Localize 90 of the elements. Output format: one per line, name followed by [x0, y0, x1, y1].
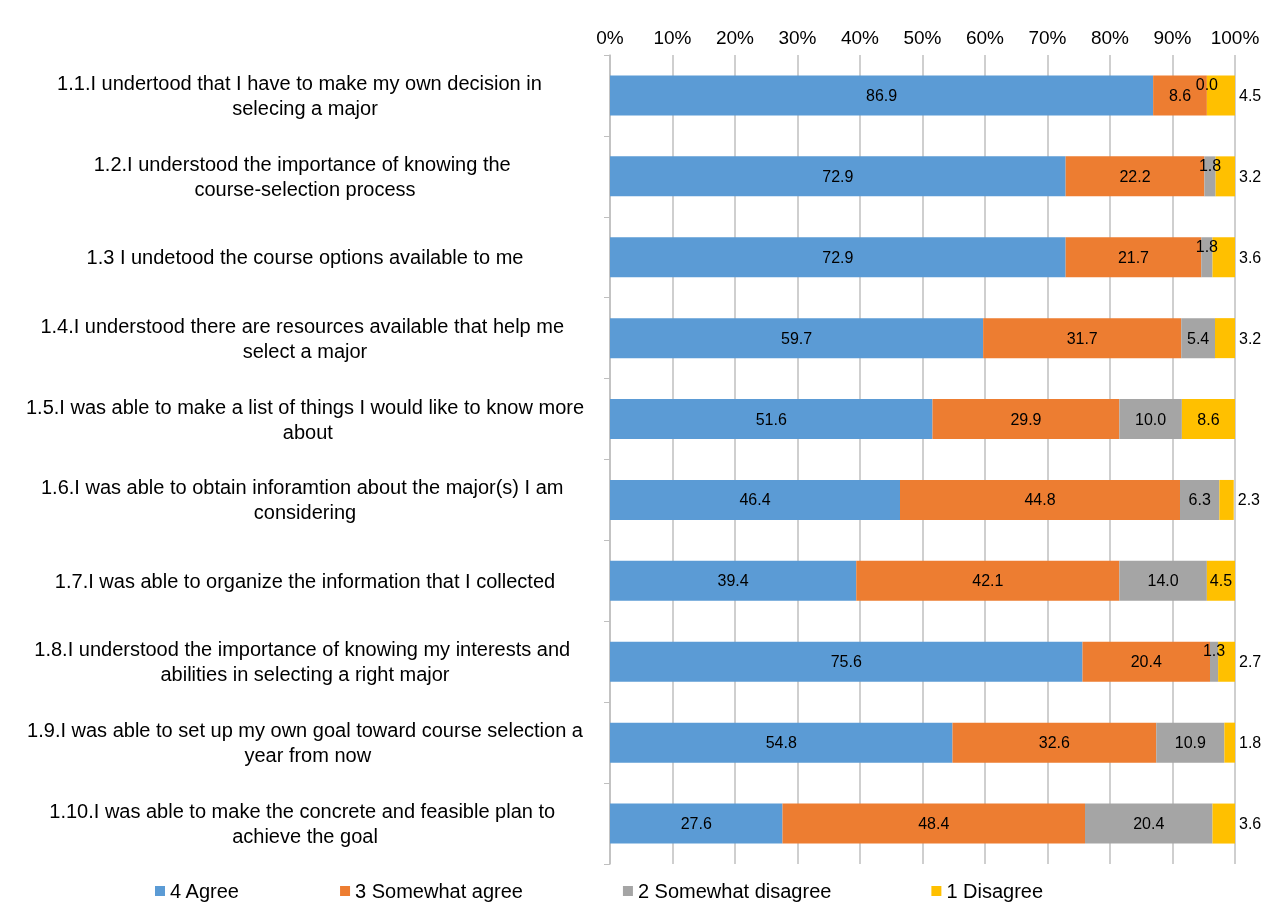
bar — [1181, 318, 1215, 359]
data-label: 29.9 — [1010, 410, 1042, 428]
bar — [610, 560, 857, 601]
data-label: 75.6 — [830, 653, 862, 671]
data-label: 27.6 — [680, 815, 712, 833]
bar — [610, 641, 1083, 682]
bar — [952, 722, 1157, 763]
data-label: 5.4 — [1187, 329, 1210, 347]
data-label: 2.7 — [1239, 653, 1262, 671]
bar — [610, 156, 1066, 197]
x-tick-label: 30% — [778, 27, 817, 48]
data-label: 51.6 — [755, 410, 787, 428]
bar — [1085, 803, 1213, 844]
legend-label: 2 Somewhat disagree — [637, 880, 832, 902]
data-label: 32.6 — [1038, 734, 1071, 752]
x-tick-label: 60% — [965, 27, 1005, 48]
data-label: 20.4 — [1130, 653, 1162, 671]
y-tick-label: 1.1.I undertood that I have to make my own decision in selecing a major — [57, 71, 553, 119]
y-tick-label: 1.8.I understood the importance of knowing my interests and abilities in selecting a right major — [34, 638, 576, 686]
data-label: 6.3 — [1188, 491, 1211, 509]
bar — [1181, 399, 1235, 440]
bar — [610, 479, 900, 520]
bar — [900, 479, 1180, 520]
data-label: 21.7 — [1117, 248, 1150, 266]
data-label: 86.9 — [865, 86, 898, 104]
bar — [1219, 479, 1234, 520]
data-label: 8.6 — [1197, 410, 1220, 428]
y-tick-label: 1.9.I was able to set up my own goal toward course selection a year from now — [27, 719, 584, 767]
y-tick-label: 1.3 I undetood the course options available to me — [86, 246, 524, 269]
legend-label: 3 Somewhat agree — [355, 880, 523, 902]
data-label: 20.4 — [1133, 815, 1165, 833]
legend-label: 1 Disagree — [946, 880, 1044, 902]
data-label: 42.1 — [972, 572, 1004, 590]
bar — [610, 399, 933, 440]
data-label: 3.6 — [1239, 248, 1262, 266]
x-tick-label: 0% — [596, 27, 624, 48]
bar — [610, 803, 783, 844]
y-tick-label: 1.7.I was able to organize the information that I collected — [54, 569, 556, 592]
data-label: 10.9 — [1174, 734, 1206, 752]
x-tick-label: 40% — [840, 27, 880, 48]
x-tick-label: 70% — [1028, 27, 1067, 48]
data-label: 10.0 — [1135, 410, 1167, 428]
data-label: 1.3 — [1202, 642, 1226, 660]
data-label: 0.0 — [1195, 75, 1219, 93]
data-label: 31.7 — [1066, 329, 1098, 347]
bar — [1156, 722, 1225, 763]
x-tick-label: 20% — [715, 27, 755, 48]
data-label: 4.5 — [1209, 572, 1233, 590]
data-label: 3.2 — [1239, 329, 1262, 347]
y-tick-label: 1.4.I understood there are resources available that help me select a major — [40, 314, 570, 362]
x-tick-label: 100% — [1210, 27, 1260, 48]
bar — [610, 75, 1154, 116]
data-label: 3.6 — [1239, 815, 1262, 833]
bar — [932, 399, 1120, 440]
bar — [610, 722, 953, 763]
bar — [856, 560, 1120, 601]
y-tick-label: 1.5.I was able to make a list of things I would like to know more about — [25, 395, 585, 443]
x-tick-label: 50% — [903, 27, 942, 48]
y-tick-label: 1.2.I understood the importance of knowing the course-selection process — [93, 152, 517, 200]
bar — [1119, 560, 1207, 601]
data-label: 14.0 — [1147, 572, 1179, 590]
data-label: 2.3 — [1237, 491, 1261, 509]
data-label: 8.6 — [1168, 86, 1192, 104]
data-label: 4.5 — [1239, 86, 1262, 104]
data-label: 22.2 — [1119, 167, 1151, 185]
data-label: 46.4 — [739, 491, 771, 509]
bar — [1215, 318, 1235, 359]
data-label: 54.8 — [765, 734, 797, 752]
bar — [1180, 479, 1220, 520]
data-label: 72.9 — [822, 248, 854, 266]
data-label: 1.8 — [1239, 734, 1262, 752]
data-label: 48.4 — [918, 815, 950, 833]
y-tick-label: 1.6.I was able to obtain inforamtion about the major(s) I am considering — [40, 476, 570, 524]
y-tick-label: 1.10.I was able to make the concrete and feasible plan to achieve the goal — [49, 800, 561, 848]
bar — [1119, 399, 1182, 440]
bar — [1212, 803, 1235, 844]
x-tick-label: 10% — [653, 27, 692, 48]
legend-label: 4 Agree — [170, 880, 239, 902]
bar — [610, 237, 1066, 278]
data-label: 72.9 — [822, 167, 854, 185]
x-tick-label: 80% — [1090, 27, 1130, 48]
bar — [983, 318, 1182, 359]
data-label: 44.8 — [1024, 491, 1056, 509]
bar — [782, 803, 1085, 844]
x-tick-label: 90% — [1153, 27, 1192, 48]
bar — [1224, 722, 1235, 763]
data-label: 39.4 — [717, 572, 749, 590]
data-label: 3.2 — [1239, 167, 1262, 185]
data-label: 59.7 — [780, 329, 813, 347]
bar — [610, 318, 984, 359]
